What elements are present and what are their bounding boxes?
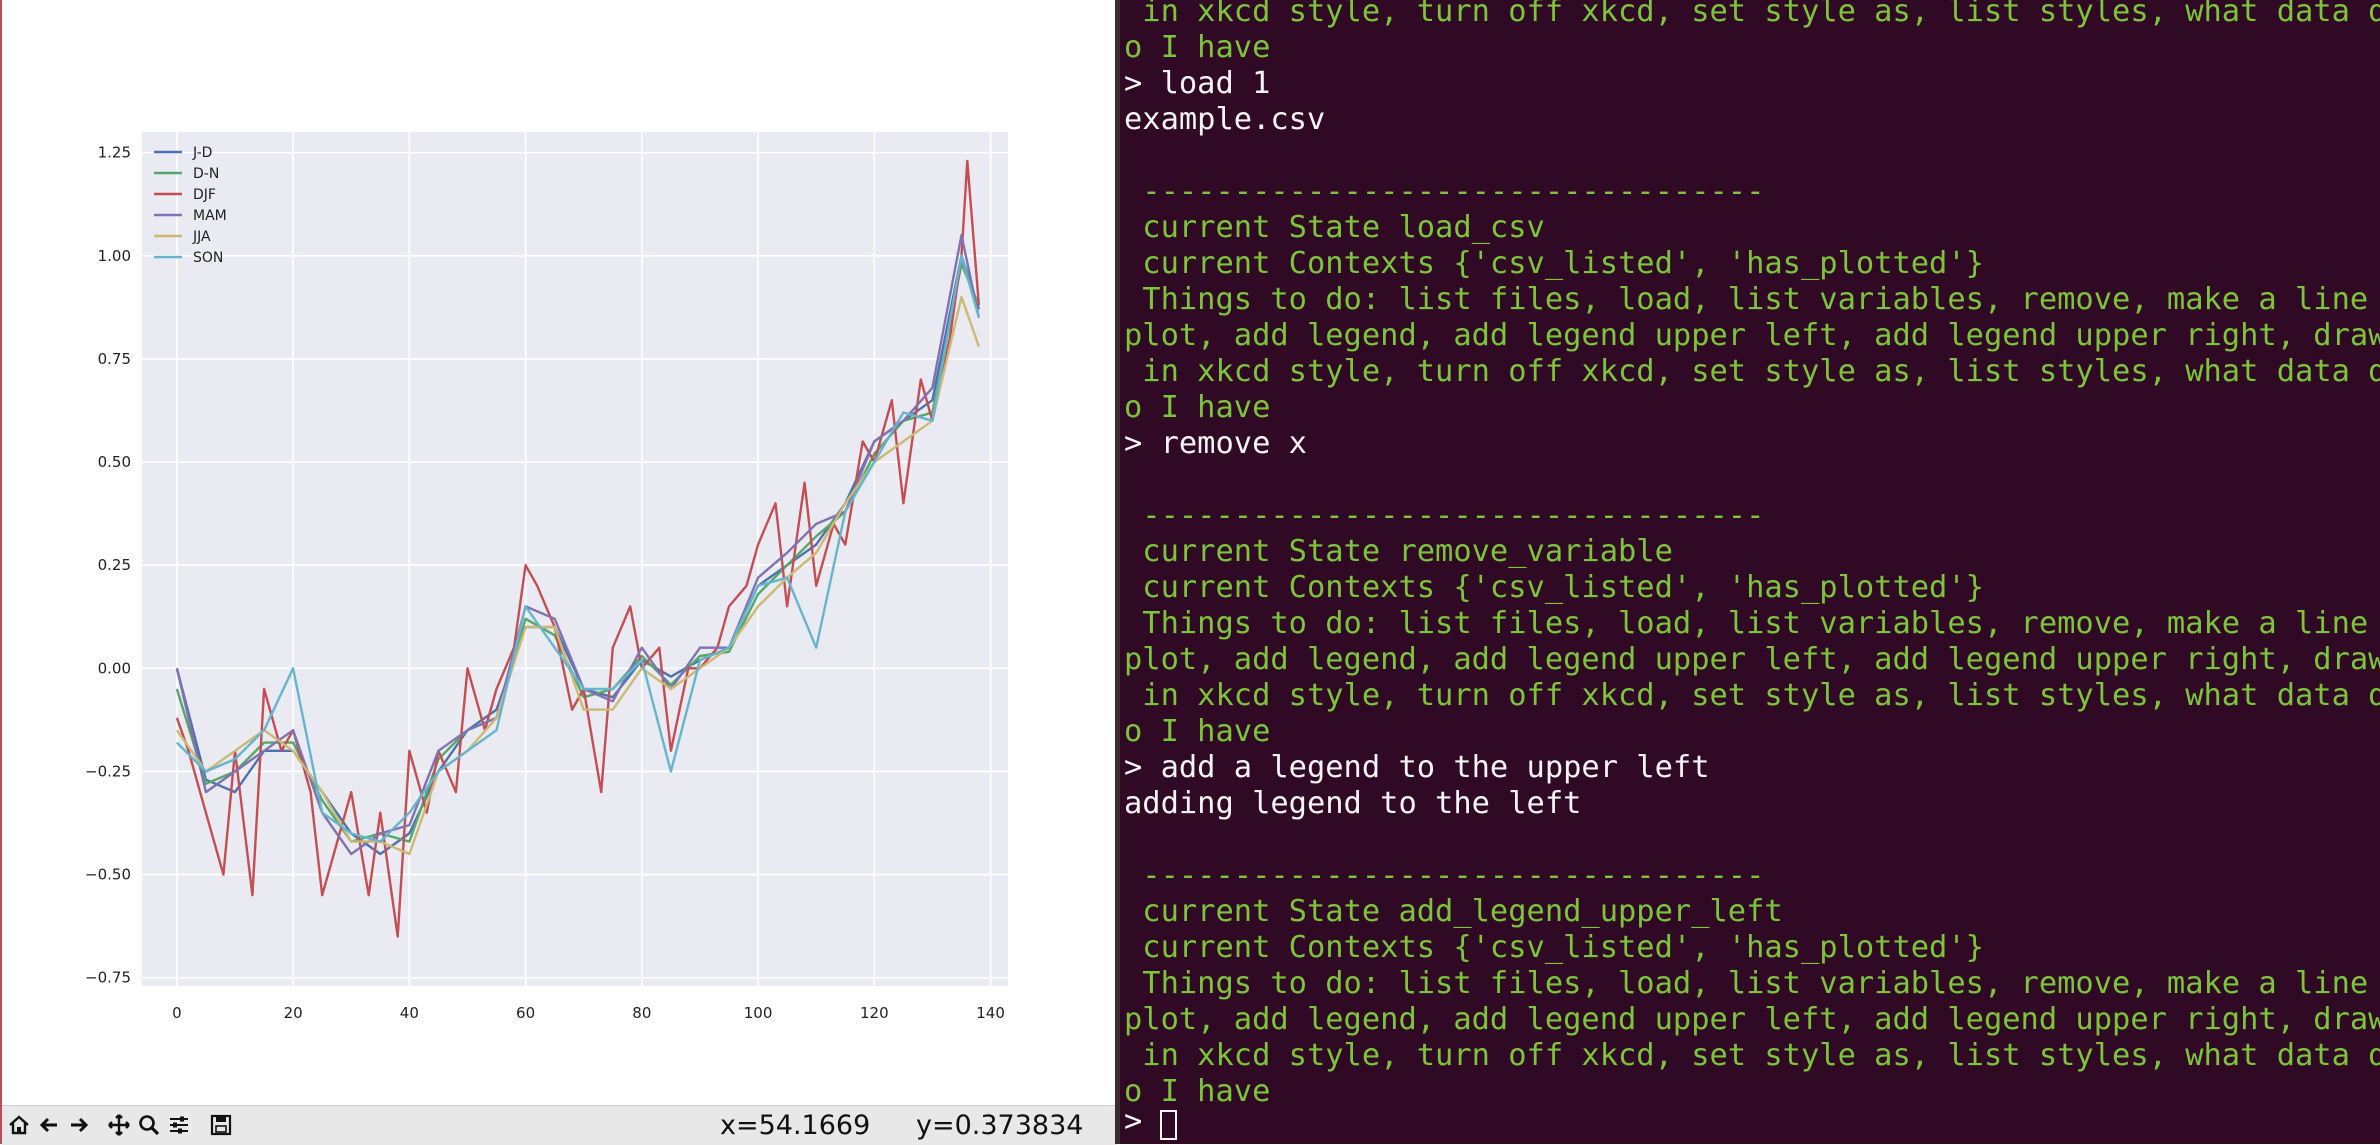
pan-icon [108, 1114, 130, 1136]
terminal[interactable]: in xkcd style, turn off xkcd, set style … [1120, 0, 2380, 1144]
configure-subplots-button[interactable] [166, 1112, 192, 1138]
y-tick-label: −0.25 [85, 762, 131, 780]
series-line-jja [175, 295, 981, 856]
terminal-line: > load 1 [1124, 66, 1271, 101]
terminal-prompt: > [1124, 1104, 1143, 1139]
x-tick-label: 40 [400, 1004, 419, 1022]
terminal-line: o I have [1124, 714, 1271, 749]
legend-label: SON [193, 250, 223, 266]
cursor-x-readout: x=54.1669 [720, 1110, 871, 1141]
terminal-line: current State remove_variable [1124, 534, 1673, 569]
terminal-line: > remove x [1124, 426, 1307, 461]
home-icon [9, 1115, 29, 1135]
legend-label: DJF [193, 187, 216, 203]
zoom-icon [139, 1115, 160, 1136]
save-button[interactable] [208, 1112, 234, 1138]
terminal-line: Things to do: list files, load, list var… [1124, 282, 2369, 317]
terminal-line: o I have [1124, 30, 1271, 65]
home-button[interactable] [6, 1112, 32, 1138]
terminal-cursor [1160, 1110, 1177, 1140]
terminal-line: o I have [1124, 390, 1271, 425]
cursor-y-readout: y=0.373834 [916, 1110, 1084, 1141]
legend-label: MAM [193, 208, 227, 224]
legend-label: JJA [192, 229, 211, 245]
terminal-line: ---------------------------------- [1124, 858, 1765, 893]
terminal-line: current State add_legend_upper_left [1124, 894, 1783, 929]
terminal-line: plot, add legend, add legend upper left,… [1124, 318, 2380, 353]
window-divider[interactable] [1115, 0, 1120, 1144]
terminal-line: Things to do: list files, load, list var… [1124, 606, 2369, 641]
y-tick-label: −0.75 [85, 969, 131, 987]
pan-button[interactable] [106, 1112, 132, 1138]
terminal-line: in xkcd style, turn off xkcd, set style … [1124, 354, 2380, 389]
terminal-line: current Contexts {'csv_listed', 'has_plo… [1124, 930, 1984, 965]
terminal-line: ---------------------------------- [1124, 498, 1765, 533]
terminal-line: Things to do: list files, load, list var… [1124, 966, 2369, 1001]
y-tick-label: 1.00 [98, 247, 131, 265]
x-tick-label: 80 [632, 1004, 651, 1022]
legend-label: D-N [193, 166, 219, 182]
terminal-line: current State load_csv [1124, 210, 1545, 245]
x-tick-label: 100 [744, 1004, 773, 1022]
series-line-son [176, 254, 981, 843]
terminal-line: current Contexts {'csv_listed', 'has_plo… [1124, 246, 1984, 281]
y-tick-label: 0.50 [98, 453, 131, 471]
terminal-line: plot, add legend, add legend upper left,… [1124, 1002, 2380, 1037]
back-button[interactable] [36, 1112, 62, 1138]
legend-label: J-D [192, 145, 212, 161]
plot-toolbar: x=54.1669 y=0.373834 [2, 1105, 1117, 1145]
terminal-line: current Contexts {'csv_listed', 'has_plo… [1124, 570, 1984, 605]
y-tick-label: 0.00 [98, 659, 131, 677]
terminal-line: > add a legend to the upper left [1124, 750, 1710, 785]
plot-area [142, 132, 1008, 986]
terminal-line: example.csv [1124, 102, 1326, 137]
forward-button[interactable] [66, 1112, 92, 1138]
x-tick-label: 20 [284, 1004, 303, 1022]
terminal-line: adding legend to the left [1124, 786, 1582, 821]
terminal-line: o I have [1124, 1074, 1271, 1109]
y-tick-label: 0.75 [98, 350, 131, 368]
x-tick-label: 60 [516, 1004, 535, 1022]
line-chart: 0 20 40 60 80 100 120 140 −0.75 −0.50 −0.25 0.00 0.2… [85, 132, 1008, 1022]
x-tick-label: 120 [860, 1004, 889, 1022]
back-arrow-icon [39, 1117, 57, 1133]
terminal-line: in xkcd style, turn off xkcd, set style … [1124, 0, 2380, 29]
terminal-line: plot, add legend, add legend upper left,… [1124, 642, 2380, 677]
terminal-line: in xkcd style, turn off xkcd, set style … [1124, 1038, 2380, 1073]
terminal-line: in xkcd style, turn off xkcd, set style … [1124, 678, 2380, 713]
plot-window: 0 20 40 60 80 100 120 140 −0.75 −0.50 −0.25 0.00 0.2… [0, 0, 1117, 1145]
y-tick-label: 0.25 [98, 556, 131, 574]
configure-subplots-icon [170, 1116, 188, 1134]
x-tick-label: 140 [976, 1004, 1005, 1022]
x-tick-label: 0 [172, 1004, 182, 1022]
terminal-line: ---------------------------------- [1124, 174, 1765, 209]
zoom-button[interactable] [136, 1112, 162, 1138]
y-tick-label: −0.50 [85, 866, 131, 884]
save-icon [210, 1114, 232, 1136]
forward-arrow-icon [71, 1117, 89, 1133]
y-tick-label: 1.25 [98, 144, 131, 162]
